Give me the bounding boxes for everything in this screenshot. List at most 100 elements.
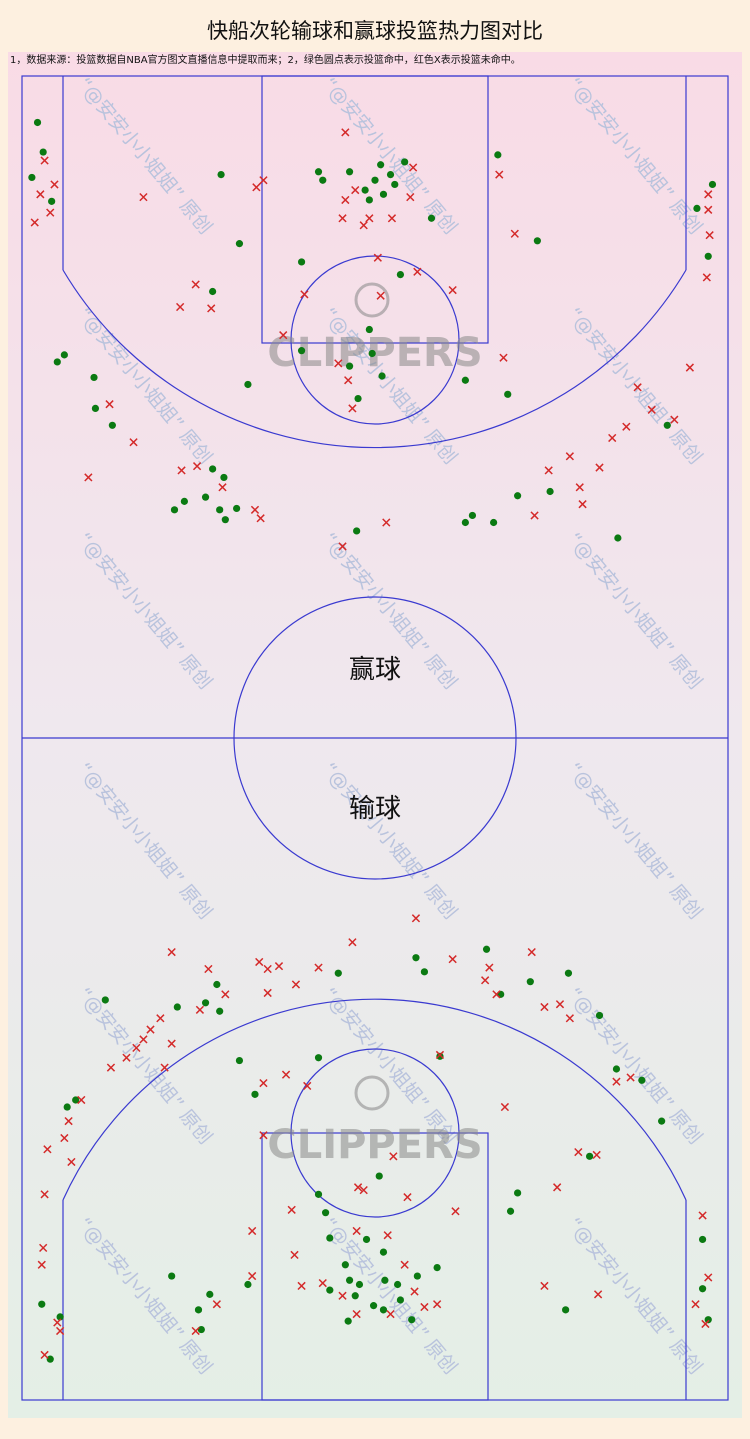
missed-shot xyxy=(50,180,59,189)
missed-shot xyxy=(382,518,391,527)
made-shot xyxy=(365,196,373,204)
made-shot xyxy=(319,176,327,184)
made-shot xyxy=(413,1272,421,1280)
three-point-arc xyxy=(62,269,687,449)
made-shot xyxy=(408,1316,416,1324)
three-point-arc xyxy=(62,998,687,1201)
missed-shot xyxy=(46,208,55,217)
missed-shot xyxy=(413,267,422,276)
made-shot xyxy=(201,999,210,1007)
missed-shot xyxy=(376,291,385,300)
made-shot xyxy=(251,1090,259,1098)
missed-shot xyxy=(481,976,490,985)
half-label: 输球 xyxy=(349,794,401,824)
missed-shot xyxy=(218,483,227,492)
made-shot xyxy=(72,1096,80,1104)
made-shot xyxy=(221,516,229,524)
made-shot xyxy=(461,518,469,527)
made-shot xyxy=(514,492,522,500)
made-shot xyxy=(334,969,342,977)
missed-shot xyxy=(160,1063,169,1072)
made-shot xyxy=(244,1280,252,1289)
made-shot xyxy=(206,1290,214,1298)
missed-shot xyxy=(410,1287,419,1296)
made-shot xyxy=(368,349,376,358)
missed-shot xyxy=(191,1326,200,1336)
missed-shot xyxy=(555,1000,565,1009)
made-shot xyxy=(361,186,369,194)
missed-shot xyxy=(500,1102,510,1112)
missed-shot xyxy=(608,433,617,443)
made-shot xyxy=(379,1306,388,1314)
missed-shot xyxy=(353,1183,363,1192)
missed-shot xyxy=(593,1290,603,1299)
missed-shot xyxy=(448,955,457,964)
made-shot xyxy=(209,287,217,296)
made-shot xyxy=(504,390,512,398)
missed-shot xyxy=(540,1281,549,1291)
made-shot xyxy=(562,1306,570,1314)
missed-shot xyxy=(338,214,347,223)
missed-shot xyxy=(691,1300,700,1309)
center-circle xyxy=(233,596,517,880)
missed-shot xyxy=(592,1150,601,1160)
missed-shot xyxy=(84,473,93,482)
missed-shot xyxy=(373,253,382,262)
missed-shot xyxy=(334,359,343,368)
missed-shot xyxy=(259,1078,268,1088)
missed-shot xyxy=(704,1273,713,1282)
made-shot xyxy=(244,380,252,389)
made-shot xyxy=(365,325,373,334)
made-shot xyxy=(39,148,47,156)
missed-shot xyxy=(64,1116,73,1126)
made-shot xyxy=(693,204,701,212)
missed-shot xyxy=(167,947,176,957)
free-throw-circle xyxy=(290,255,460,425)
made-shot xyxy=(60,351,68,359)
missed-shot xyxy=(389,1152,398,1161)
missed-shot xyxy=(420,1302,429,1312)
missed-shot xyxy=(263,964,272,974)
missed-shot xyxy=(540,1002,549,1012)
missed-shot xyxy=(495,170,504,179)
missed-shot xyxy=(341,128,350,137)
made-shot xyxy=(494,151,502,159)
missed-shot xyxy=(432,1300,442,1309)
logo-ring xyxy=(354,282,390,318)
made-shot xyxy=(235,1056,244,1065)
missed-shot xyxy=(595,463,604,472)
made-shot xyxy=(351,1292,359,1300)
missed-shot xyxy=(192,462,202,471)
missed-shot xyxy=(132,1043,141,1053)
missed-shot xyxy=(406,193,415,202)
made-shot xyxy=(101,996,109,1004)
made-shot xyxy=(362,1235,371,1244)
made-shot xyxy=(168,1272,176,1280)
missed-shot xyxy=(704,205,713,214)
missed-shot xyxy=(106,1063,116,1072)
made-shot xyxy=(170,506,179,514)
missed-shot xyxy=(53,1318,62,1327)
made-shot xyxy=(375,1172,383,1180)
made-shot xyxy=(345,362,354,370)
made-shot xyxy=(377,161,385,169)
made-shot xyxy=(704,252,712,260)
made-shot xyxy=(209,465,217,473)
missed-shot xyxy=(411,914,421,923)
made-shot xyxy=(704,1316,712,1324)
made-shot xyxy=(216,1007,224,1015)
missed-shot xyxy=(633,383,642,392)
made-shot xyxy=(391,180,399,189)
missed-shot xyxy=(67,1157,76,1167)
missed-shot xyxy=(129,438,138,447)
made-shot xyxy=(533,237,541,245)
missed-shot xyxy=(156,1014,165,1023)
made-shot xyxy=(564,969,573,977)
missed-shot xyxy=(259,1131,268,1140)
made-shot xyxy=(326,1286,334,1294)
missed-shot xyxy=(43,1145,52,1154)
made-shot xyxy=(108,421,116,429)
made-shot xyxy=(354,394,362,403)
made-shot xyxy=(173,1003,181,1011)
